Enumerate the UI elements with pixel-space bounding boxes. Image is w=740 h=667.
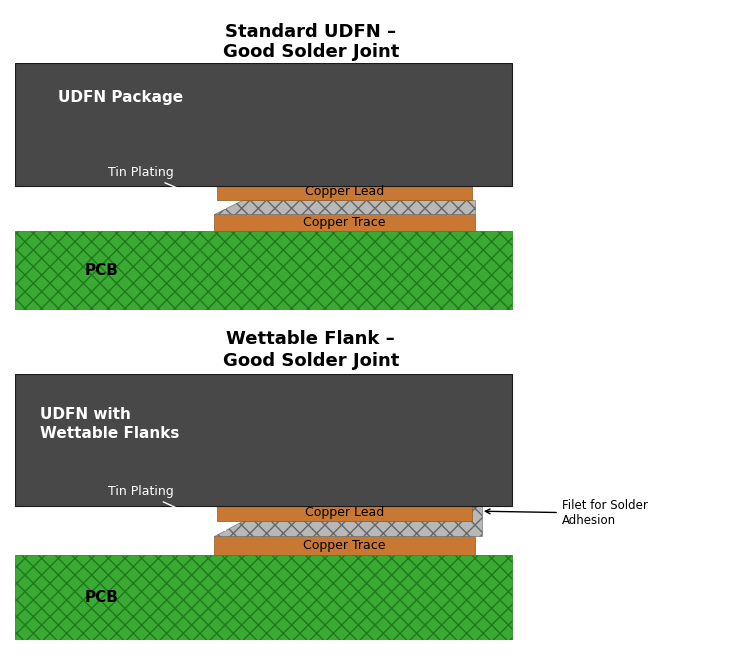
- Bar: [214, 536, 475, 555]
- Text: Copper Lead: Copper Lead: [305, 506, 384, 519]
- Text: PCB: PCB: [85, 263, 118, 278]
- Text: Copper Trace: Copper Trace: [303, 539, 386, 552]
- Bar: [217, 184, 471, 200]
- Text: Good Solder Joint: Good Solder Joint: [223, 352, 399, 370]
- Bar: [217, 504, 471, 522]
- Text: Copper Lead: Copper Lead: [305, 185, 384, 199]
- Polygon shape: [214, 501, 482, 536]
- Text: Tin Plating: Tin Plating: [107, 485, 225, 530]
- Text: Wettable Flank –: Wettable Flank –: [226, 330, 395, 348]
- Text: UDFN Package: UDFN Package: [58, 90, 184, 105]
- Bar: [214, 214, 475, 231]
- Text: Copper Trace: Copper Trace: [303, 216, 386, 229]
- Polygon shape: [15, 231, 512, 310]
- Text: Good Solder Joint: Good Solder Joint: [223, 43, 399, 61]
- Text: UDFN with
Wettable Flanks: UDFN with Wettable Flanks: [40, 407, 179, 442]
- Text: Tin Plating: Tin Plating: [107, 166, 225, 209]
- Text: Standard UDFN –: Standard UDFN –: [225, 23, 397, 41]
- Polygon shape: [15, 555, 512, 640]
- Bar: [15, 63, 512, 186]
- Polygon shape: [214, 200, 475, 214]
- Text: Filet for Solder
Adhesion: Filet for Solder Adhesion: [485, 500, 648, 528]
- Bar: [15, 374, 512, 506]
- Text: PCB: PCB: [85, 590, 118, 605]
